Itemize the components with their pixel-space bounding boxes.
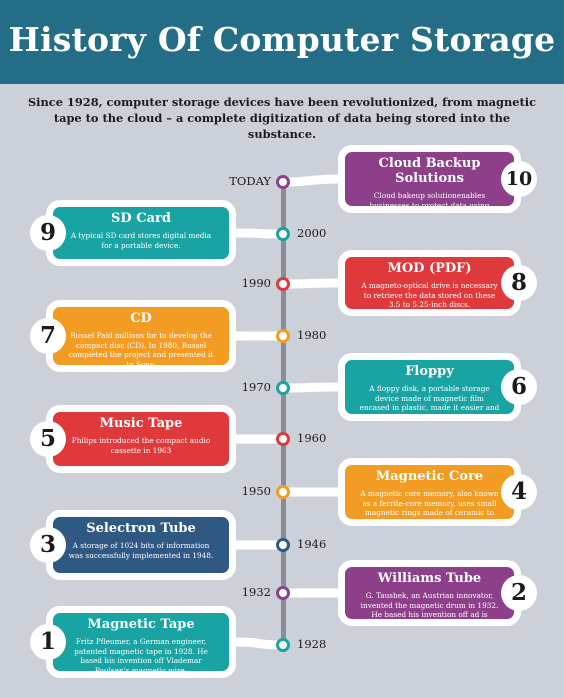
header-banner: History Of Computer Storage <box>0 0 564 84</box>
timeline-year-label: 1990 <box>241 276 271 290</box>
milestone-title: Magnetic Tape <box>87 617 195 632</box>
milestone-description: A magnetic core memory, also known as a … <box>359 489 500 526</box>
timeline-year-label: 2000 <box>297 226 327 240</box>
milestone-number-badge: 10 <box>501 161 537 197</box>
milestone-card-6: Floppy A floppy disk, a portable storage … <box>338 353 521 421</box>
milestone-number-badge: 2 <box>501 575 537 611</box>
milestone-card-5: Music Tape Philips introduced the compact… <box>46 405 236 473</box>
milestone-title: Williams Tube <box>377 571 482 586</box>
milestone-title: Music Tape <box>99 416 183 431</box>
milestone-description: A magneto-optical drive is necessary to … <box>361 281 498 309</box>
timeline-dot-5 <box>276 432 290 446</box>
milestone-description: A floppy disk, a portable storage device… <box>359 384 500 421</box>
intro-text: Since 1928, computer storage devices hav… <box>27 95 537 141</box>
milestone-card-10: Cloud Backup Solutions Cloud bakeup solut… <box>338 145 521 213</box>
connector-8 <box>282 278 341 289</box>
milestone-card-2: Williams Tube G. Taushek, an Austrian inn… <box>338 560 521 626</box>
timeline-dot-9 <box>276 227 290 241</box>
connector-1 <box>233 637 284 650</box>
timeline-dot-10 <box>276 175 290 189</box>
timeline-line <box>281 182 286 652</box>
timeline-year-label: 1932 <box>241 585 271 599</box>
milestone-number-badge: 4 <box>501 474 537 510</box>
timeline-dot-7 <box>276 329 290 343</box>
milestone-card-8: MOD (PDF) A magneto-optical drive is nece… <box>338 250 521 316</box>
milestone-title: Magnetic Core <box>375 469 484 484</box>
timeline-year-label: 1950 <box>241 484 271 498</box>
milestone-card-3: Selectron Tube A storage of 1024 bits of … <box>46 510 236 580</box>
milestone-title: CD <box>130 311 152 326</box>
timeline-year-label: 1980 <box>297 328 327 342</box>
timeline-dot-1 <box>276 638 290 652</box>
timeline-year-label: 1928 <box>297 637 327 651</box>
timeline-dot-4 <box>276 485 290 499</box>
milestone-description: A storage of 1024 bits of information wa… <box>68 541 214 560</box>
milestone-description: G. Taushek, an Austrian innovator, inven… <box>360 591 499 626</box>
milestone-description: Cloud bakeup solutionenables businesses … <box>369 191 490 210</box>
milestone-number-badge: 3 <box>30 527 66 563</box>
milestone-description: Fritz Pfleumer, a German engineer, paten… <box>74 637 208 675</box>
milestone-card-1: Magnetic Tape Fritz Pfleumer, a German en… <box>46 606 236 678</box>
timeline-dot-2 <box>276 586 290 600</box>
page-title: History Of Computer Storage <box>8 20 556 59</box>
milestone-number-badge: 7 <box>30 318 66 354</box>
milestone-number-badge: 8 <box>501 265 537 301</box>
milestone-card-9: SD Card A typical SD card stores digital … <box>46 200 236 266</box>
milestone-title: Cloud Backup Solutions <box>378 156 481 186</box>
connector-10 <box>282 174 341 187</box>
timeline-year-label: 1970 <box>241 380 271 394</box>
milestone-number-badge: 9 <box>30 215 66 251</box>
milestone-number-badge: 1 <box>30 624 66 660</box>
timeline-year-label: TODAY <box>229 174 271 188</box>
timeline-dot-3 <box>276 538 290 552</box>
timeline-dot-6 <box>276 381 290 395</box>
milestone-description: Russel Paid millions for to develop the … <box>68 331 214 369</box>
milestone-title: MOD (PDF) <box>387 261 472 276</box>
timeline-year-label: 1960 <box>297 431 327 445</box>
connector-9 <box>233 228 284 239</box>
milestone-description: Philips introduced the compact audio cas… <box>71 436 211 455</box>
connector-6 <box>282 382 341 393</box>
milestone-card-7: CD Russel Paid millions for to develop th… <box>46 300 236 372</box>
timeline-year-label: 1946 <box>297 537 327 551</box>
milestone-title: Selectron Tube <box>86 521 196 536</box>
timeline-dot-8 <box>276 277 290 291</box>
milestone-title: SD Card <box>111 211 171 226</box>
milestone-number-badge: 5 <box>30 421 66 457</box>
milestone-card-4: Magnetic Core A magnetic core memory, als… <box>338 458 521 526</box>
milestone-number-badge: 6 <box>501 369 537 405</box>
milestone-title: Floppy <box>405 364 454 379</box>
milestone-description: A typical SD card stores digital media f… <box>70 231 212 250</box>
